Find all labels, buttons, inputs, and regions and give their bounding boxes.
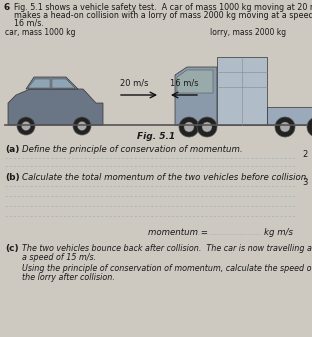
- Text: Fig. 5.1 shows a vehicle safety test.  A car of mass 1000 kg moving at 20 m/s: Fig. 5.1 shows a vehicle safety test. A …: [14, 3, 312, 12]
- Circle shape: [22, 122, 31, 130]
- Bar: [267, 107, 312, 125]
- Text: the lorry after collision.: the lorry after collision.: [22, 273, 115, 282]
- Bar: [217, 57, 267, 125]
- Polygon shape: [28, 79, 50, 88]
- Text: a speed of 15 m/s.: a speed of 15 m/s.: [22, 253, 96, 262]
- Text: Define the principle of conservation of momentum.: Define the principle of conservation of …: [22, 145, 243, 154]
- Text: car, mass 1000 kg: car, mass 1000 kg: [5, 28, 76, 37]
- Text: 3: 3: [302, 178, 308, 187]
- Text: 2: 2: [302, 150, 308, 159]
- Polygon shape: [175, 67, 217, 125]
- Text: 6: 6: [4, 3, 10, 12]
- Circle shape: [202, 122, 212, 132]
- Text: Calculate the total momentum of the two vehicles before collision.: Calculate the total momentum of the two …: [22, 173, 309, 182]
- Circle shape: [275, 117, 295, 137]
- Circle shape: [77, 122, 86, 130]
- Text: Fig. 5.1: Fig. 5.1: [137, 132, 175, 141]
- Text: makes a head-on collision with a lorry of mass 2000 kg moving at a speed of: makes a head-on collision with a lorry o…: [14, 11, 312, 20]
- Text: 16 m/s: 16 m/s: [170, 79, 199, 88]
- Circle shape: [280, 122, 290, 132]
- Polygon shape: [177, 70, 213, 93]
- Text: The two vehicles bounce back after collision.  The car is now travelling at: The two vehicles bounce back after colli…: [22, 244, 312, 253]
- Text: 16 m/s.: 16 m/s.: [14, 19, 44, 28]
- Circle shape: [184, 122, 194, 132]
- Text: kg m/s: kg m/s: [264, 228, 293, 237]
- Circle shape: [197, 117, 217, 137]
- Text: 20 m/s: 20 m/s: [120, 79, 149, 88]
- Text: (a): (a): [5, 145, 19, 154]
- Text: (b): (b): [5, 173, 20, 182]
- Polygon shape: [8, 89, 103, 125]
- Circle shape: [17, 117, 35, 135]
- Polygon shape: [52, 79, 75, 88]
- Text: Using the principle of conservation of momentum, calculate the speed of: Using the principle of conservation of m…: [22, 264, 312, 273]
- Text: lorry, mass 2000 kg: lorry, mass 2000 kg: [210, 28, 286, 37]
- Circle shape: [179, 117, 199, 137]
- Circle shape: [307, 117, 312, 137]
- Text: (c): (c): [5, 244, 19, 253]
- Text: momentum =: momentum =: [148, 228, 208, 237]
- Circle shape: [73, 117, 91, 135]
- Polygon shape: [26, 77, 78, 89]
